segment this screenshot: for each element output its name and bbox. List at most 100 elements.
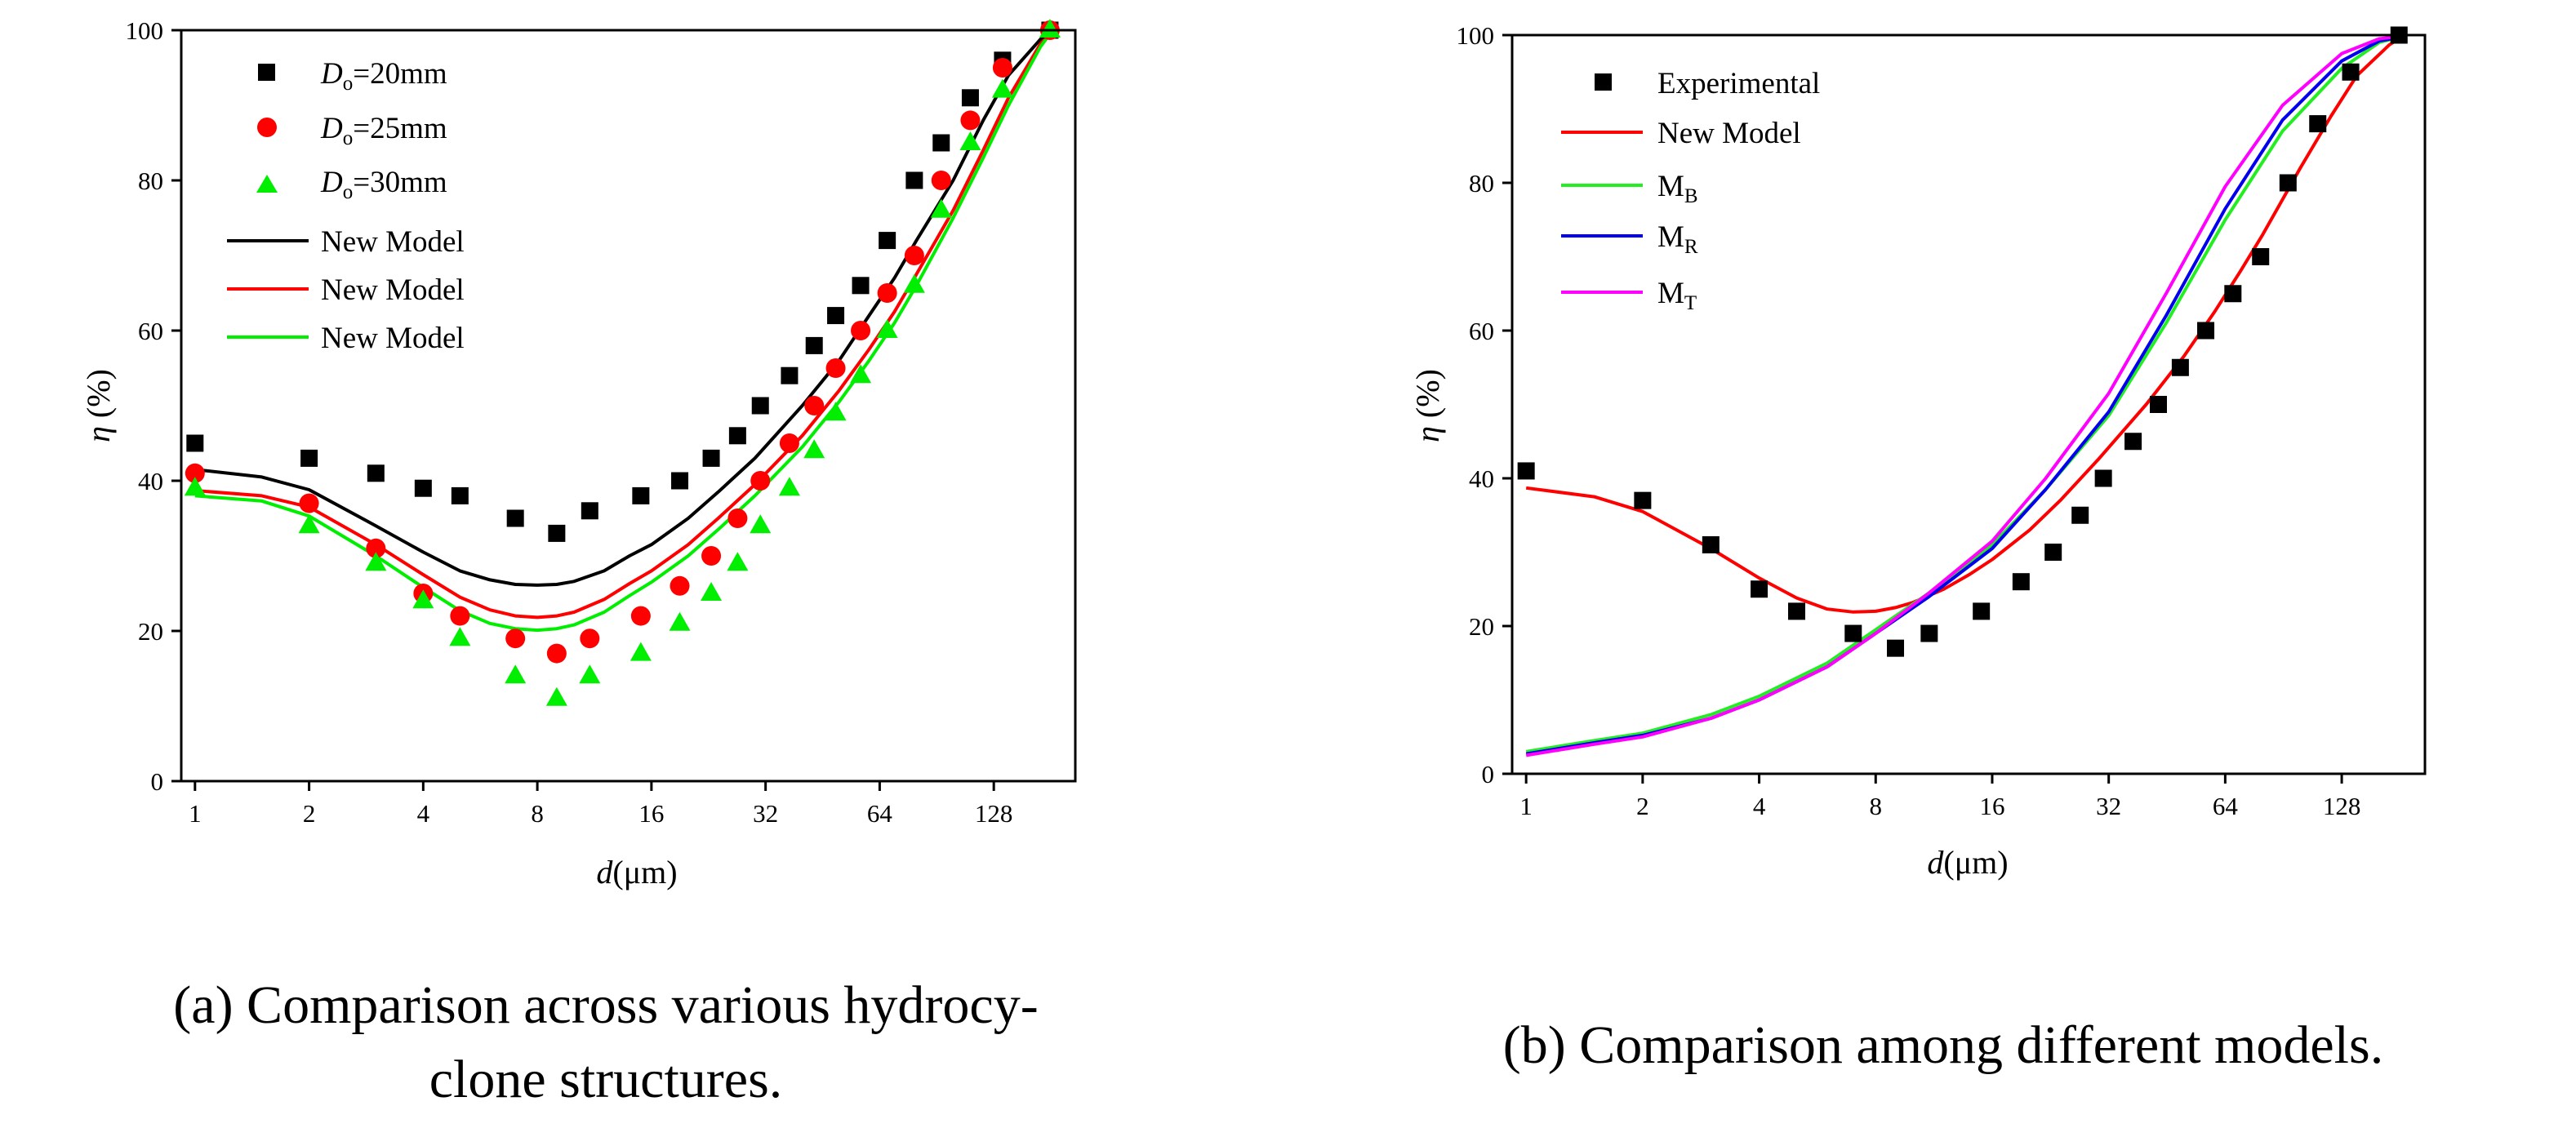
data-point xyxy=(1844,624,1862,642)
x-tick-label: 16 xyxy=(638,799,664,828)
legend-item-new-model: New Model xyxy=(1561,117,1801,150)
data-point xyxy=(727,509,748,528)
data-point xyxy=(701,546,722,566)
data-point xyxy=(851,321,871,340)
data-point xyxy=(1517,462,1535,480)
y-tick-label: 100 xyxy=(126,16,164,45)
data-point xyxy=(546,643,567,664)
x-tick-label: 4 xyxy=(1753,792,1766,820)
data-point xyxy=(2124,433,2142,451)
data-point xyxy=(960,110,981,131)
data-point xyxy=(299,493,319,513)
y-tick-label: 40 xyxy=(1469,464,1494,493)
data-point xyxy=(903,273,925,293)
data-point xyxy=(2071,506,2089,524)
legend-label-model-green: New Model xyxy=(321,322,465,355)
data-point xyxy=(779,433,799,453)
data-point xyxy=(184,477,206,496)
data-point xyxy=(1887,639,1905,657)
data-point xyxy=(778,477,800,496)
data-point xyxy=(414,479,432,497)
data-point xyxy=(1702,535,1720,553)
data-point xyxy=(186,434,204,452)
series-line xyxy=(194,33,1052,633)
data-point xyxy=(630,606,651,626)
x-tick-label: 8 xyxy=(1870,792,1883,820)
legend-item-experimental: Experimental xyxy=(1595,67,1820,100)
legend-label-model-black: New Model xyxy=(321,225,465,259)
data-point xyxy=(450,606,470,626)
x-tick-label: 32 xyxy=(2096,792,2121,820)
data-point xyxy=(804,396,825,415)
data-point xyxy=(2342,63,2360,81)
data-point xyxy=(750,514,772,534)
panel-a-chart: 1 2 4 8 16 32 64 128 0 20 40 60 80 100 d(μm) η (%) Do… xyxy=(80,16,1077,891)
data-point xyxy=(2309,115,2327,133)
data-point xyxy=(367,464,385,482)
data-point xyxy=(2279,174,2297,192)
data-point xyxy=(2252,248,2270,265)
data-point xyxy=(850,364,872,384)
legend-item-model-red: New Model xyxy=(227,273,465,307)
data-point xyxy=(992,58,1012,78)
legend-label-do20: Do=20mm xyxy=(320,57,447,95)
data-point xyxy=(930,198,952,218)
data-point xyxy=(505,628,526,649)
data-point xyxy=(1788,602,1806,620)
data-point xyxy=(959,131,981,150)
legend-label-model-red: New Model xyxy=(321,273,465,307)
x-tick-label: 2 xyxy=(303,799,316,828)
legend-marker-square xyxy=(1595,73,1612,91)
legend-item-do30: Do=30mm xyxy=(256,166,447,203)
data-point xyxy=(803,439,825,459)
data-point xyxy=(805,336,823,354)
y-tick-label: 80 xyxy=(138,167,163,195)
data-point xyxy=(1920,624,1938,642)
data-point xyxy=(905,171,923,189)
data-point xyxy=(1634,491,1652,509)
data-point xyxy=(702,449,720,467)
series-line xyxy=(194,33,1052,620)
legend-item-model-black: New Model xyxy=(227,225,465,259)
data-point xyxy=(877,283,897,303)
x-tick-label: 2 xyxy=(1636,792,1649,820)
data-point xyxy=(1039,19,1061,38)
panel-b-ticks: 1 2 4 8 16 32 64 128 0 20 40 60 80 100 xyxy=(1457,21,2361,820)
panel-b-chart: 1 2 4 8 16 32 64 128 0 20 40 60 80 100 d(μm) η (%) Ex… xyxy=(1409,21,2427,881)
x-tick-label: 64 xyxy=(867,799,893,828)
data-point xyxy=(669,611,691,631)
panel-b-y-axis-label: η (%) xyxy=(1409,369,1446,442)
data-point xyxy=(701,582,723,601)
data-point xyxy=(781,366,799,384)
legend-label-mr: MR xyxy=(1657,220,1698,258)
x-tick-label: 8 xyxy=(531,799,544,828)
y-tick-label: 40 xyxy=(138,467,163,495)
data-point xyxy=(506,509,524,527)
caption-a-line2: clone structures. xyxy=(429,1050,783,1109)
data-point xyxy=(728,427,746,445)
data-point xyxy=(579,664,601,684)
x-tick-label: 1 xyxy=(1519,792,1533,820)
data-point xyxy=(727,552,749,571)
data-point xyxy=(365,552,387,571)
caption-a-line1: (a) Comparison across various hydrocy- xyxy=(173,975,1038,1035)
x-tick-label: 64 xyxy=(2213,792,2239,820)
data-point xyxy=(670,575,690,596)
panel-b-legend: Experimental New Model MB MR MT xyxy=(1561,67,1820,314)
data-point xyxy=(580,628,600,649)
legend-item-mb: MB xyxy=(1561,170,1698,207)
y-tick-label: 20 xyxy=(1469,612,1494,641)
data-point xyxy=(2224,285,2242,303)
x-tick-label: 128 xyxy=(975,799,1013,828)
data-point xyxy=(451,486,469,504)
data-point xyxy=(632,486,650,504)
data-point xyxy=(581,502,598,520)
panel-a-marks xyxy=(184,19,1061,706)
data-point xyxy=(412,589,434,609)
series-line xyxy=(1525,35,2400,753)
data-point xyxy=(505,664,527,684)
legend-item-mt: MT xyxy=(1561,277,1697,314)
legend-label-mb: MB xyxy=(1657,170,1698,207)
panel-b-marks xyxy=(1517,26,2408,757)
